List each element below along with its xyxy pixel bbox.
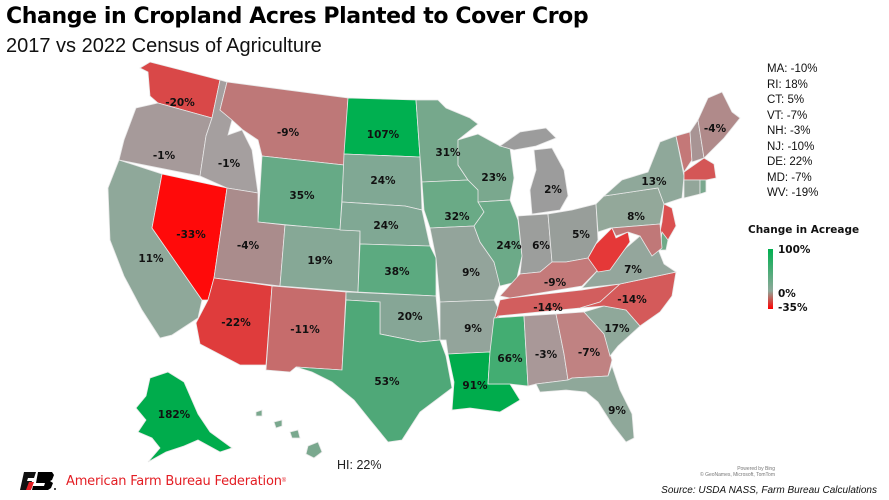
state-ks[interactable]	[357, 243, 437, 297]
state-ct[interactable]	[683, 179, 701, 199]
legend-mid-label: 0%	[778, 288, 796, 300]
small-states-list: MA: -10% RI: 18% CT: 5% VT: -7% NH: -3% …	[767, 62, 818, 202]
label-la: 91%	[462, 380, 488, 392]
label-nm: -11%	[290, 324, 320, 336]
label-sd: 24%	[370, 175, 396, 187]
state-fl[interactable]	[535, 364, 635, 443]
small-state-wv: WV: -19%	[767, 187, 819, 199]
state-nc[interactable]	[579, 271, 677, 327]
legend-gradient-bar	[768, 249, 773, 309]
small-state-md: MD: -7%	[767, 171, 812, 184]
state-tx[interactable]	[295, 299, 453, 443]
label-ky: -9%	[544, 277, 567, 289]
label-or: -1%	[153, 150, 176, 162]
label-ok: 20%	[397, 311, 423, 323]
hawaii-label: HI: 22%	[337, 458, 382, 472]
small-state-de: DE: 22%	[767, 156, 813, 168]
label-nd: 107%	[367, 129, 400, 141]
label-ut: -4%	[237, 240, 260, 252]
legend-title: Change in Acreage	[748, 224, 860, 236]
state-ri[interactable]	[699, 179, 707, 195]
label-wa: -20%	[165, 97, 195, 109]
small-state-ri: RI: 18%	[767, 78, 808, 91]
label-id: -1%	[218, 158, 241, 170]
attribution-powered-by: Powered by Bing	[737, 466, 775, 472]
label-oh: 5%	[572, 229, 590, 241]
label-tn: -14%	[533, 302, 563, 314]
state-md[interactable]	[611, 223, 663, 257]
label-mt: -9%	[277, 127, 300, 139]
map-attribution: Powered by Bing © GeoNames, Microsoft, T…	[655, 466, 775, 478]
label-pa: 8%	[627, 211, 645, 223]
label-in: 6%	[532, 240, 550, 252]
label-sc: 17%	[604, 323, 630, 335]
label-fl: 9%	[608, 405, 626, 417]
chart-subtitle: 2017 vs 2022 Census of Agriculture	[6, 35, 322, 57]
state-mi-up[interactable]	[499, 127, 557, 151]
label-me: -4%	[704, 123, 727, 135]
label-ks: 38%	[384, 266, 410, 278]
brand-trademark: ®	[281, 478, 287, 484]
state-hi-maui[interactable]	[289, 429, 301, 439]
color-legend: Change in Acreage 100% 0% -35%	[748, 224, 860, 314]
small-state-vt: VT: -7%	[767, 109, 808, 122]
brand-name: American Farm Bureau Federation	[66, 473, 282, 489]
state-ky[interactable]	[499, 257, 599, 299]
state-ms[interactable]	[487, 315, 529, 387]
label-ny: 13%	[641, 176, 667, 188]
label-ms: 66%	[497, 353, 523, 365]
small-state-ct: CT: 5%	[767, 94, 805, 106]
label-mi: 2%	[544, 184, 562, 196]
label-nc: -14%	[617, 294, 647, 306]
label-ca: 11%	[138, 253, 164, 265]
legend-min-label: -35%	[778, 302, 808, 314]
label-al: -3%	[535, 349, 558, 361]
state-hi-oahu[interactable]	[273, 419, 283, 429]
chart-title: Change in Cropland Acres Planted to Cove…	[6, 4, 589, 29]
label-wy: 35%	[289, 190, 315, 202]
label-co: 19%	[307, 255, 333, 267]
state-wv[interactable]	[587, 227, 631, 273]
label-wi: 23%	[481, 172, 507, 184]
label-mn: 31%	[435, 147, 461, 159]
small-state-nj: NJ: -10%	[767, 140, 815, 153]
label-va: 7%	[624, 264, 642, 276]
state-mi[interactable]	[529, 147, 569, 215]
state-hi-kauai[interactable]	[255, 409, 263, 417]
label-tx: 53%	[374, 376, 400, 388]
label-il: 24%	[496, 240, 522, 252]
afbf-logo-icon	[20, 472, 56, 490]
label-ne: 24%	[373, 220, 399, 232]
label-mo: 9%	[462, 267, 480, 279]
label-ar: 9%	[464, 323, 482, 335]
label-ga: -7%	[578, 347, 601, 359]
label-nv: -33%	[176, 229, 206, 241]
state-hi-big[interactable]	[305, 441, 323, 459]
small-state-nh: NH: -3%	[767, 125, 811, 137]
label-az: -22%	[221, 317, 251, 329]
label-ak: 182%	[158, 409, 191, 421]
brand-footer: American Farm Bureau Federation ®	[20, 472, 286, 490]
state-ny[interactable]	[602, 135, 685, 205]
attribution-providers: © GeoNames, Microsoft, TomTom	[700, 472, 775, 478]
state-nd[interactable]	[343, 97, 421, 158]
legend-max-label: 100%	[778, 244, 811, 256]
source-note: Source: USDA NASS, Farm Bureau Calculati…	[661, 485, 877, 496]
state-ak[interactable]	[135, 371, 233, 463]
label-ia: 32%	[444, 211, 470, 223]
state-me[interactable]	[697, 91, 741, 159]
state-il[interactable]	[473, 199, 523, 287]
small-state-ma: MA: -10%	[767, 63, 818, 75]
